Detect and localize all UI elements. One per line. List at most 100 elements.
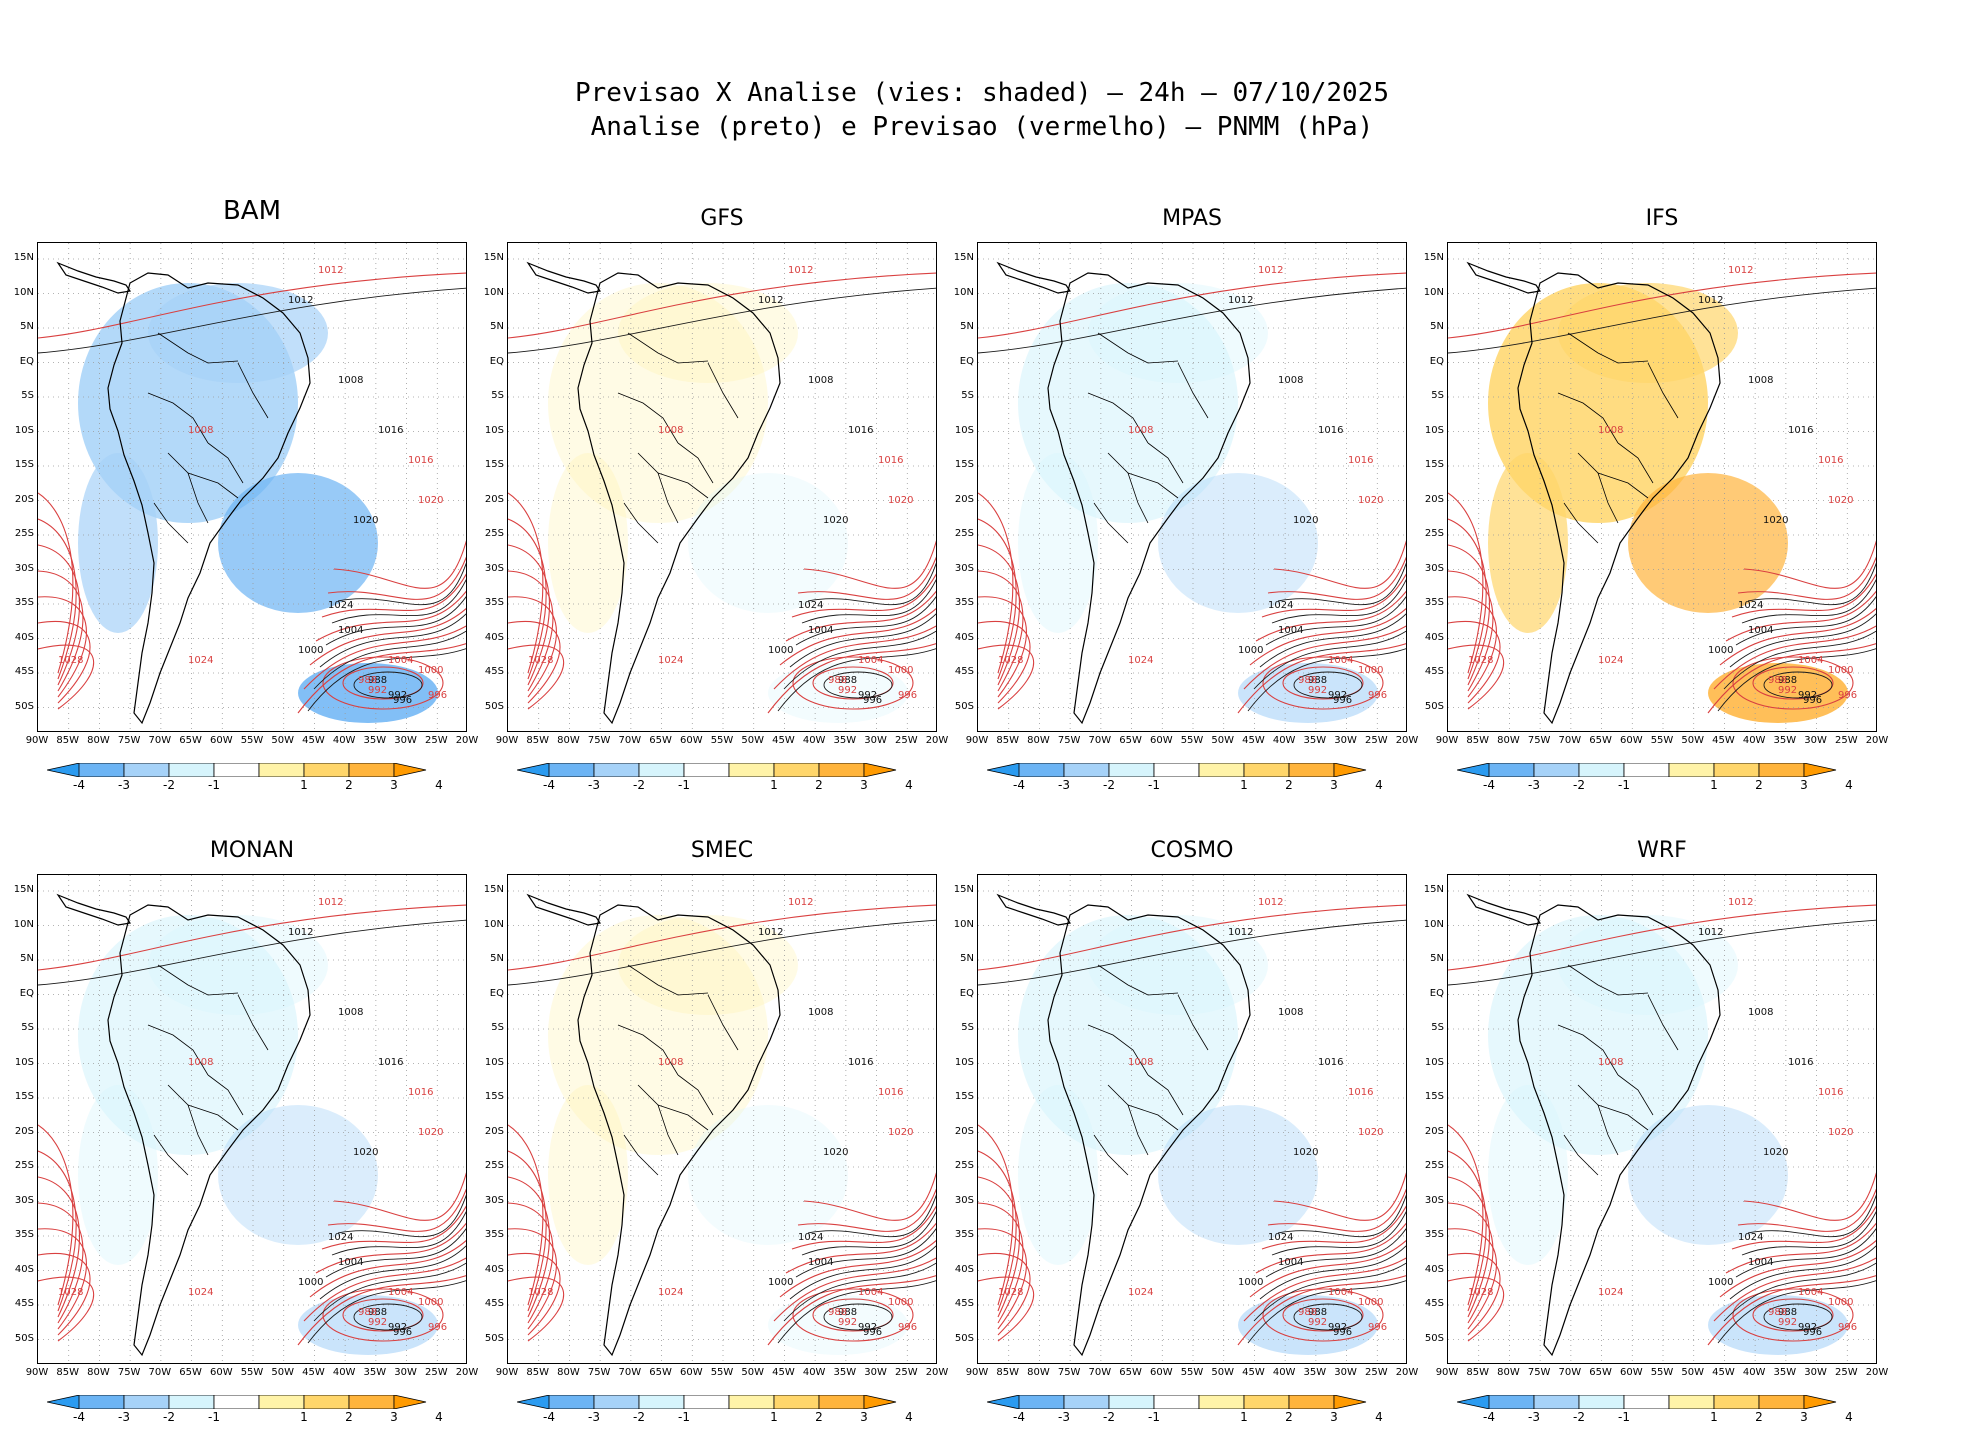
analysis-isobar-label: 1020 bbox=[1293, 1147, 1318, 1158]
longitude-tick-label: 35W bbox=[1773, 1367, 1797, 1378]
longitude-tick-label: 30W bbox=[1334, 735, 1357, 746]
forecast-isobars bbox=[38, 904, 466, 1346]
analysis-isobar-label: 988 bbox=[368, 675, 387, 686]
forecast-isobar-label: 1008 bbox=[188, 425, 213, 436]
longitude-tick-label: 55W bbox=[1650, 1367, 1674, 1378]
longitude-tick-label: 55W bbox=[240, 735, 264, 746]
analysis-isobar-label: 1012 bbox=[1698, 295, 1723, 306]
longitude-tick-label: 30W bbox=[1804, 735, 1827, 746]
analysis-isobar-label: 992 bbox=[858, 690, 877, 701]
map-canvas: 1012100810161020102410041000988992996101… bbox=[508, 243, 936, 731]
forecast-isobar-label: 1008 bbox=[658, 1057, 683, 1068]
colorbar-tick-label: -1 bbox=[208, 778, 220, 792]
colorbar-tick-label: -1 bbox=[1148, 1410, 1160, 1424]
longitude-tick-label: 35W bbox=[1303, 735, 1327, 746]
forecast-isobar-label: 1004 bbox=[1798, 1287, 1823, 1298]
colorbar: -4 -3 -2 -1 1 2 3 4 bbox=[46, 1394, 457, 1424]
longitude-tick-label: 25W bbox=[1364, 1367, 1388, 1378]
colorbar-tick-label: -2 bbox=[163, 778, 175, 792]
forecast-isobar-label: 996 bbox=[1838, 1322, 1857, 1333]
colorbar-tick-label: -4 bbox=[1483, 778, 1495, 792]
latitude-tick-label: 5N bbox=[960, 953, 974, 964]
map-area: 1012 1008 1016 1020 1024 1004 1000 988 992 996 101… bbox=[507, 242, 937, 732]
latitude-tick-label: 45S bbox=[1424, 666, 1444, 677]
analysis-isobar-label: 1016 bbox=[1318, 425, 1343, 436]
colorbar-tick-label: 1 bbox=[770, 778, 778, 792]
longitude-tick-label: 75W bbox=[1057, 735, 1081, 746]
lat-lon-grid bbox=[38, 875, 466, 1363]
bias-shading bbox=[78, 283, 438, 723]
map-panel-ifs: 1012 1008 1016 1020 1024 1004 1000 988 992 996 101… bbox=[1424, 242, 1888, 792]
forecast-isobar-label: 1020 bbox=[418, 495, 443, 506]
forecast-isobar-label: 1012 bbox=[318, 265, 343, 276]
longitude-tick-label: 25W bbox=[894, 735, 918, 746]
longitude-tick-label: 90W bbox=[965, 1367, 989, 1378]
forecast-isobar-label: 1024 bbox=[188, 655, 213, 666]
latitude-tick-label: 45S bbox=[14, 1298, 34, 1309]
longitude-tick-label: 30W bbox=[864, 735, 887, 746]
analysis-isobar-label: 1004 bbox=[808, 625, 833, 636]
analysis-isobars bbox=[508, 919, 936, 1344]
colorbar-tick-label: 4 bbox=[1845, 1410, 1853, 1424]
longitude-tick-label: 45W bbox=[1712, 735, 1735, 746]
latitude-tick-label: 50S bbox=[14, 700, 34, 712]
colorbar-tick-label: 1 bbox=[300, 1410, 308, 1424]
colorbar-tick-label: -2 bbox=[633, 1410, 645, 1424]
longitude-tick-label: 40W bbox=[802, 735, 826, 746]
latitude-tick-label: 50S bbox=[484, 700, 504, 712]
analysis-isobar-label: 992 bbox=[388, 1322, 407, 1333]
analysis-isobar-label: 1024 bbox=[328, 1232, 353, 1243]
map-canvas: 1012100810161020102410041000988992996101… bbox=[38, 243, 466, 731]
longitude-tick-label: 45W bbox=[772, 1367, 795, 1378]
analysis-isobar-label: 992 bbox=[1798, 1322, 1817, 1333]
latitude-tick-label: 30S bbox=[484, 562, 504, 574]
forecast-isobar-label: 1004 bbox=[1328, 1287, 1353, 1298]
longitude-tick-label: 75W bbox=[587, 735, 611, 746]
forecast-isobar-label: 1020 bbox=[1358, 495, 1383, 506]
latitude-tick-label: 5S bbox=[961, 390, 974, 401]
forecast-isobars bbox=[978, 904, 1406, 1346]
colorbar-tick-label: 2 bbox=[345, 778, 353, 792]
colorbar-tick-label: 3 bbox=[1330, 1410, 1338, 1424]
latitude-tick-label: 15N bbox=[1423, 884, 1444, 895]
colorbar-tick-label: -2 bbox=[163, 1410, 175, 1424]
analysis-isobar-label: 1004 bbox=[338, 1257, 363, 1268]
longitude-tick-label: 70W bbox=[1558, 1367, 1582, 1378]
figure-title-line-2: Analise (preto) e Previsao (vermelho) – … bbox=[590, 112, 1374, 142]
longitude-tick-label: 85W bbox=[526, 735, 550, 746]
colorbar-tick-label: -2 bbox=[1103, 778, 1115, 792]
latitude-tick-label: 25S bbox=[1424, 1160, 1444, 1171]
analysis-isobar-label: 1000 bbox=[768, 1277, 793, 1288]
analysis-isobar-label: 988 bbox=[838, 675, 857, 686]
figure-title-line-1: Previsao X Analise (vies: shaded) – 24h … bbox=[575, 78, 1389, 108]
map-area: 1012 1008 1016 1020 1024 1004 1000 988 992 996 101… bbox=[1447, 874, 1877, 1364]
analysis-isobar-label: 988 bbox=[368, 1307, 387, 1318]
analysis-isobar-label: 1008 bbox=[1748, 375, 1773, 386]
forecast-isobar-label: 1016 bbox=[878, 1087, 903, 1098]
forecast-isobars bbox=[978, 272, 1406, 714]
colorbar-tick-label: 4 bbox=[435, 778, 443, 792]
analysis-isobar-label: 988 bbox=[1308, 675, 1327, 686]
analysis-isobar-label: 1024 bbox=[1268, 1232, 1293, 1243]
latitude-tick-label: 35S bbox=[14, 597, 34, 608]
longitude-tick-label: 60W bbox=[209, 1367, 233, 1378]
latitude-tick-label: 35S bbox=[954, 1229, 974, 1240]
longitude-tick-label: 30W bbox=[394, 1367, 417, 1378]
latitude-tick-label: 5N bbox=[960, 321, 974, 332]
forecast-isobar-label: 1004 bbox=[388, 655, 413, 666]
forecast-isobar-label: 1012 bbox=[1258, 897, 1283, 908]
longitude-tick-label: 20W bbox=[1395, 735, 1419, 746]
longitude-tick-label: 65W bbox=[1589, 735, 1612, 746]
latitude-tick-label: 40S bbox=[954, 631, 974, 643]
latitude-tick-label: 35S bbox=[14, 1229, 34, 1240]
analysis-isobar-label: 1024 bbox=[1738, 1232, 1763, 1243]
analysis-isobar-label: 1016 bbox=[1788, 1057, 1813, 1068]
colorbar-tick-label: 3 bbox=[860, 778, 868, 792]
latitude-tick-label: 35S bbox=[1424, 1229, 1444, 1240]
panel-title-bam: BAM bbox=[222, 196, 282, 226]
latitude-tick-label: 20S bbox=[954, 1125, 974, 1137]
longitude-tick-label: 60W bbox=[1149, 735, 1173, 746]
colorbar-tick-label: -2 bbox=[1573, 1410, 1585, 1424]
map-panel-gfs: 1012 1008 1016 1020 1024 1004 1000 988 992 996 101… bbox=[484, 242, 948, 792]
bias-shading bbox=[548, 915, 908, 1355]
